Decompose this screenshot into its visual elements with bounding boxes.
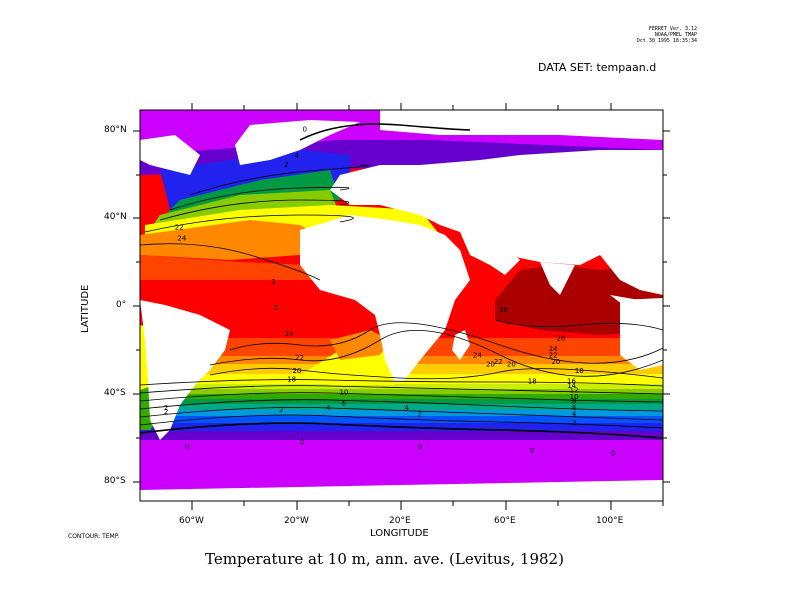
y-tick-label: 0°: [116, 300, 127, 310]
contour-label: 10: [570, 393, 579, 401]
contour-label: 18: [528, 378, 537, 386]
contour-label: 14: [567, 382, 576, 390]
plot-title: Temperature at 10 m, ann. ave. (Levitus,…: [205, 550, 564, 568]
ferret-header: FERRET Ver. 3.12 NOAA/PMEL TMAP Oct 30 1…: [637, 26, 697, 44]
x-tick-marks: [191, 103, 664, 510]
temperature-field: [140, 110, 663, 501]
contour-label: 20: [507, 360, 516, 368]
contour-label: 22: [295, 354, 304, 362]
x-tick-label: 100°E: [596, 516, 624, 526]
contour-label: 0: [530, 447, 534, 455]
contour-label: 26: [557, 334, 566, 342]
contour-label: 8: [572, 397, 576, 405]
contour-label: 0: [611, 449, 615, 457]
contour-label: 22: [175, 223, 184, 231]
x-tick-label: 20°E: [389, 516, 411, 526]
contour-label: 20: [551, 358, 560, 366]
contour-label: 2: [274, 304, 278, 312]
contour-label: 2: [572, 419, 576, 427]
header-version: FERRET Ver. 3.12: [648, 26, 697, 32]
contour-label: 24: [549, 345, 558, 353]
contour-label: 6: [572, 404, 577, 412]
y-tick-label: 80°S: [104, 476, 126, 486]
x-tick-label: 60°W: [179, 516, 204, 526]
dataset-label: DATA SET: tempaan.d: [538, 61, 657, 74]
contour-label: 22: [494, 358, 503, 366]
land-masses: [140, 110, 663, 501]
contour-label: 2: [284, 160, 288, 168]
contour-label: 22: [549, 352, 558, 360]
contour-label: 2: [279, 406, 283, 414]
contour-label: 4: [572, 410, 577, 418]
contour-label: 4: [326, 404, 331, 412]
x-tick-label: 20°W: [284, 516, 309, 526]
contour-label: 24: [473, 352, 482, 360]
header-date: Oct 30 1995 18:35:34: [636, 38, 697, 44]
contour-label: 6: [342, 399, 347, 407]
contour-label: 10: [340, 389, 349, 397]
contour-note: CONTOUR: TEMP.: [68, 533, 120, 540]
contour-label: 24: [285, 330, 294, 338]
contour-label: 18: [287, 376, 296, 384]
contour-label: 26: [499, 306, 508, 314]
contour-label: 16: [567, 378, 576, 386]
contour-label: 0: [303, 126, 307, 134]
contour-label: 0: [418, 443, 422, 451]
contour-label: 0: [185, 443, 189, 451]
contour-label: 2: [418, 410, 422, 418]
y-tick-label: 40°N: [104, 212, 127, 222]
header-org: NOAA/PMEL TMAP: [654, 32, 697, 38]
contour-lines: [140, 123, 663, 439]
contour-label: 2: [271, 278, 275, 286]
y-tick-label: 40°S: [104, 388, 126, 398]
contour-label: 4: [295, 152, 300, 160]
y-axis-label: LATITUDE: [80, 284, 91, 333]
y-tick-label: 80°N: [104, 125, 127, 135]
y-tick-marks: [133, 130, 670, 483]
contour-label: 2: [164, 408, 168, 416]
x-tick-label: 60°E: [494, 516, 516, 526]
contour-label: 24: [177, 234, 186, 242]
contour-label: 12: [570, 386, 579, 394]
contour-label: 2: [164, 404, 168, 412]
contour-label: 4: [404, 404, 409, 412]
contour-label: 20: [486, 360, 495, 368]
contour-label: 0: [300, 439, 304, 447]
contour-label: 20: [292, 367, 301, 375]
contour-label: 18: [575, 367, 584, 375]
x-axis-label: LONGITUDE: [370, 528, 429, 539]
